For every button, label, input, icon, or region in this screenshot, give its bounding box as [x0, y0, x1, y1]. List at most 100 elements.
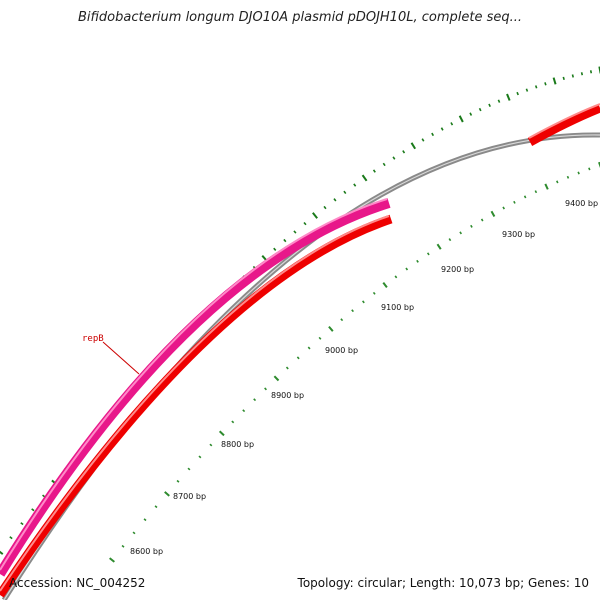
tick-mark: [469, 112, 473, 116]
tick-mark: [318, 336, 322, 340]
tick-mark: [296, 356, 300, 360]
tick-mark: [0, 550, 4, 555]
gene-arc-repB-shine: [0, 198, 388, 571]
tick-mark: [459, 231, 463, 235]
plasmid-backbone: [1, 132, 600, 600]
tick-mark: [544, 183, 549, 190]
tick-mark: [394, 275, 398, 279]
tick-mark: [440, 127, 444, 131]
tick-mark: [121, 544, 125, 548]
gene-arc-red-shine: [0, 215, 390, 592]
tick-mark: [307, 346, 311, 350]
tick-mark: [589, 70, 593, 74]
tick-label: 9300 bp: [502, 230, 535, 239]
tick-mark: [448, 238, 452, 242]
tick-mark: [303, 221, 307, 226]
tick-mark: [525, 88, 529, 92]
tick-mark: [209, 443, 213, 447]
gene-label-repB[interactable]: repB: [82, 334, 104, 344]
tick-mark: [416, 259, 419, 263]
tick-mark: [436, 243, 442, 250]
tick-mark: [361, 174, 368, 182]
tick-mark: [109, 557, 115, 563]
tick-label: 8900 bp: [271, 391, 304, 400]
tick-mark: [516, 91, 519, 96]
tick-mark: [502, 206, 505, 210]
tick-mark: [187, 467, 191, 471]
tick-mark: [478, 107, 482, 112]
tick-mark: [458, 115, 464, 123]
tick-label: 9100 bp: [381, 303, 414, 312]
tick-mark: [343, 190, 347, 195]
tick-mark: [328, 325, 334, 332]
gene-arc-red[interactable]: [0, 214, 393, 598]
tick-mark: [264, 387, 267, 391]
tick-mark: [534, 190, 538, 194]
tick-mark: [353, 183, 357, 187]
tick-mark: [588, 167, 591, 171]
inner-tick-ring: [109, 161, 600, 563]
tick-mark: [410, 142, 417, 150]
plasmid-backbone-highlight: [3, 134, 600, 600]
tick-mark: [566, 175, 570, 179]
tick-mark: [293, 230, 297, 234]
tick-label: 8600 bp: [130, 547, 163, 556]
tick-mark: [556, 180, 559, 184]
tick-mark: [402, 150, 406, 154]
tick-mark: [392, 156, 396, 160]
tick-mark: [562, 76, 565, 81]
tick-mark: [544, 82, 547, 86]
tick-mark: [351, 309, 354, 313]
tick-mark: [312, 212, 318, 219]
tick-mark: [405, 267, 409, 271]
tick-mark: [580, 72, 584, 76]
tick-label: 9400 bp: [565, 199, 598, 208]
tick-mark: [340, 318, 344, 322]
repB-label-pointer: [102, 341, 140, 375]
tick-mark: [431, 132, 435, 137]
tick-mark: [323, 205, 327, 210]
topology-summary: Topology: circular; Length: 10,073 bp; G…: [297, 576, 589, 590]
tick-mark: [273, 247, 277, 251]
tick-mark: [31, 508, 35, 512]
tick-mark: [523, 195, 527, 199]
tick-mark: [231, 420, 235, 424]
tick-mark: [242, 409, 246, 413]
gene-arc-red-upper-shine: [528, 103, 600, 139]
tick-mark: [132, 531, 136, 535]
tick-mark: [382, 162, 386, 167]
tick-mark: [176, 479, 180, 483]
tick-mark: [164, 491, 170, 497]
tick-mark: [426, 252, 430, 256]
tick-mark: [480, 218, 484, 222]
tick-mark: [9, 536, 13, 540]
tick-mark: [490, 210, 496, 217]
tick-mark: [285, 366, 289, 370]
tick-label: 8800 bp: [221, 440, 254, 449]
tick-mark: [552, 77, 557, 85]
tick-mark: [253, 398, 257, 402]
tick-mark: [143, 518, 147, 522]
tick-mark: [450, 122, 454, 126]
tick-mark: [506, 93, 511, 101]
tick-label: 9200 bp: [441, 265, 474, 274]
tick-mark: [154, 505, 158, 509]
tick-labels: 8600 bp 8700 bp 8800 bp 8900 bp 9000 bp …: [130, 199, 598, 556]
tick-mark: [534, 85, 538, 89]
map-title: Bifidobacterium longum DJO10A plasmid pD…: [77, 10, 522, 25]
tick-mark: [362, 300, 365, 304]
tick-label: 9000 bp: [325, 346, 358, 355]
tick-mark: [421, 138, 425, 142]
tick-mark: [333, 198, 337, 202]
tick-mark: [577, 171, 580, 175]
tick-mark: [497, 99, 501, 103]
gene-arc-repB[interactable]: [0, 198, 391, 577]
tick-mark: [571, 74, 574, 78]
tick-mark: [372, 291, 376, 295]
tick-mark: [198, 455, 202, 459]
gene-arc-red-upper[interactable]: [527, 103, 600, 146]
tick-mark: [218, 430, 225, 437]
outer-tick-ring: [0, 66, 600, 555]
tick-label: 8700 bp: [173, 492, 206, 501]
